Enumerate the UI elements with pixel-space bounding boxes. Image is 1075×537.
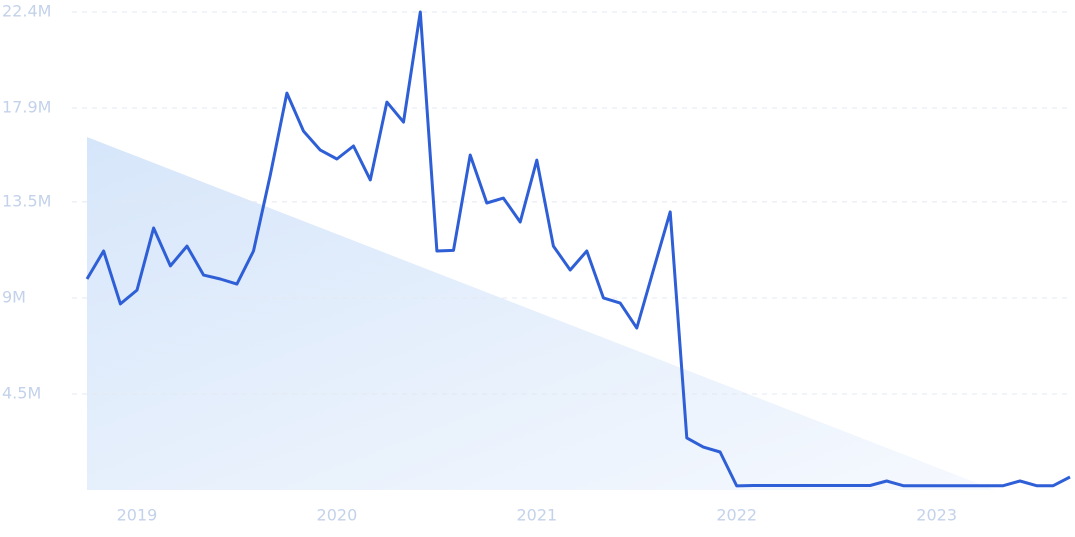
x-tick-label: 2023: [916, 506, 957, 525]
trend-area: [87, 137, 995, 490]
y-tick-label: 13.5M: [2, 191, 51, 210]
x-tick-label: 2020: [317, 506, 358, 525]
y-tick-label: 9M: [2, 287, 26, 306]
x-tick-label: 2021: [516, 506, 557, 525]
y-tick-label: 22.4M: [2, 2, 51, 21]
x-tick-label: 2022: [716, 506, 757, 525]
line: [85, 10, 1071, 488]
y-tick-label: 4.5M: [2, 383, 41, 402]
x-tick-label: 2019: [117, 506, 158, 525]
y-tick-label: 17.9M: [2, 98, 51, 117]
